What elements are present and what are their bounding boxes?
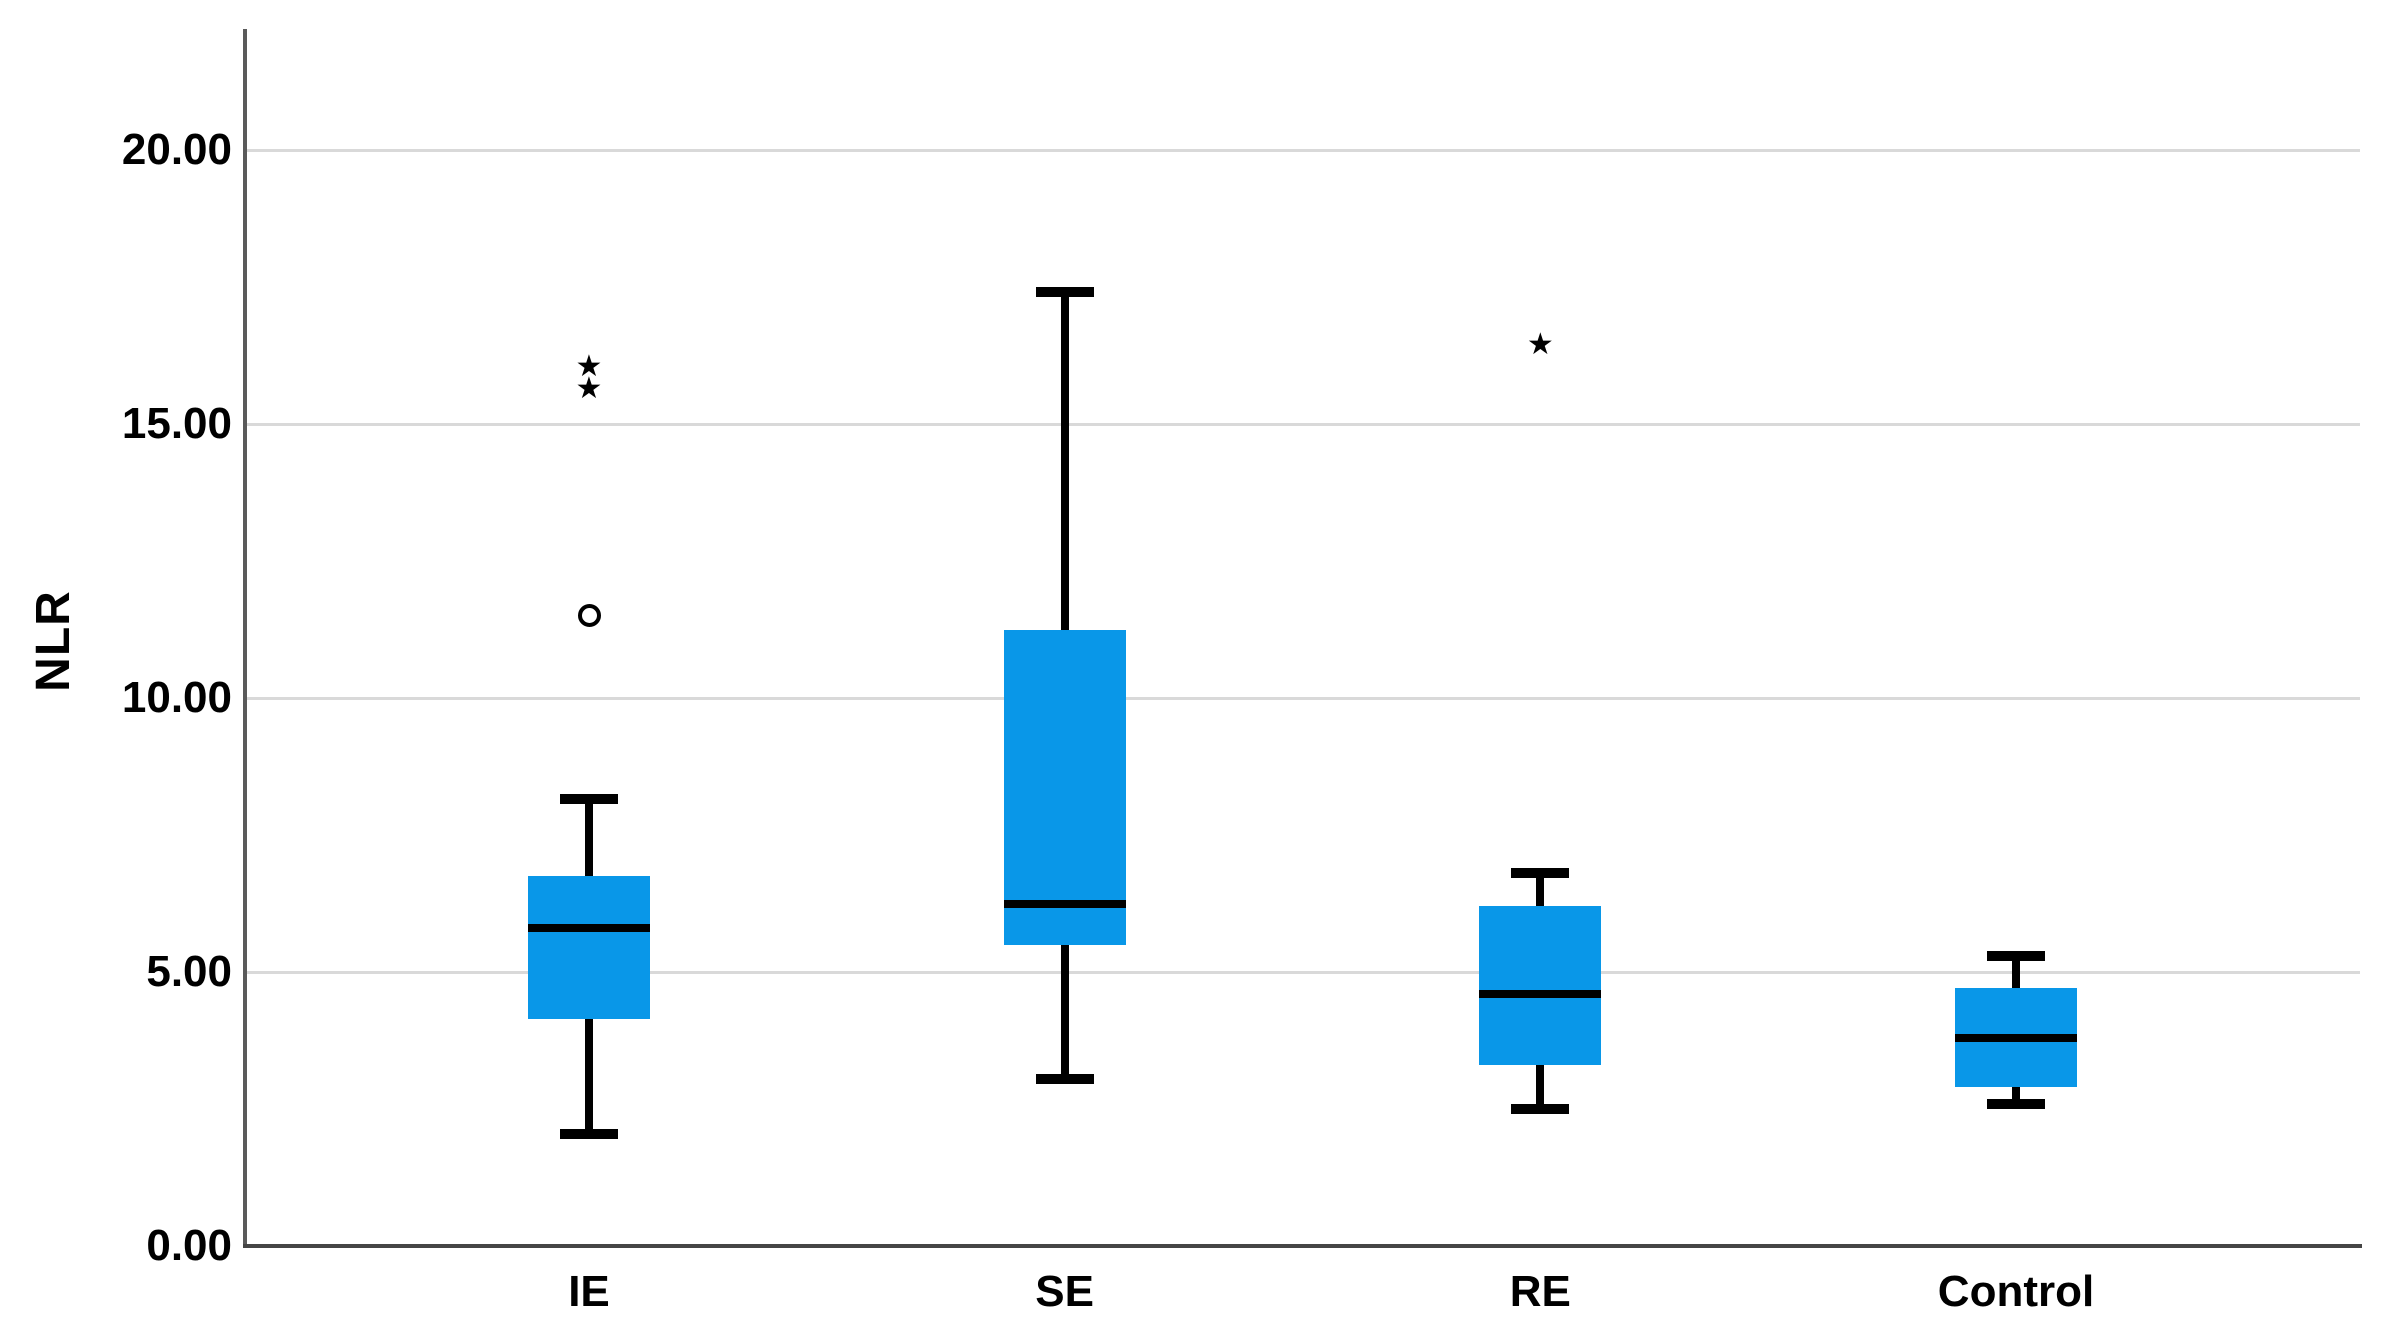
whisker-cap-top (1987, 950, 2045, 961)
whisker-cap-bottom (1511, 1104, 1570, 1114)
median-line (1479, 989, 1602, 998)
box (528, 876, 650, 1019)
median-line (1003, 899, 1126, 908)
y-axis-line (243, 29, 247, 1248)
median-line (1955, 1033, 2077, 1042)
whisker-cap-bottom (560, 1128, 618, 1139)
outlier-star-icon: ★ (575, 371, 603, 407)
y-tick-label: 20.00 (121, 125, 232, 174)
gridline (245, 149, 2360, 152)
x-category-label: IE (568, 1267, 610, 1316)
gridline (245, 971, 2360, 974)
whisker-cap-top (1511, 868, 1570, 879)
box (1003, 629, 1126, 945)
median-line (528, 924, 650, 933)
whisker-cap-bottom (1035, 1073, 1094, 1084)
whisker-cap-top (560, 794, 618, 805)
gridline (245, 697, 2360, 700)
x-axis-line (243, 1244, 2362, 1248)
y-tick-label: 0.00 (146, 1221, 232, 1270)
gridline (245, 423, 2360, 426)
x-category-label: RE (1509, 1267, 1571, 1316)
whisker-cap-top (1035, 287, 1094, 298)
box (1479, 906, 1602, 1066)
x-category-label: SE (1035, 1267, 1094, 1316)
whisker-cap-bottom (1987, 1098, 2045, 1109)
x-category-label: Control (1937, 1267, 2095, 1316)
outlier-star-icon: ★ (1526, 327, 1554, 363)
y-tick-label: 5.00 (146, 947, 232, 996)
y-tick-label: 15.00 (121, 399, 232, 448)
y-tick-label: 10.00 (121, 673, 232, 722)
outlier-star-icon: ★ (575, 349, 603, 385)
outlier-circle-icon (577, 604, 601, 628)
